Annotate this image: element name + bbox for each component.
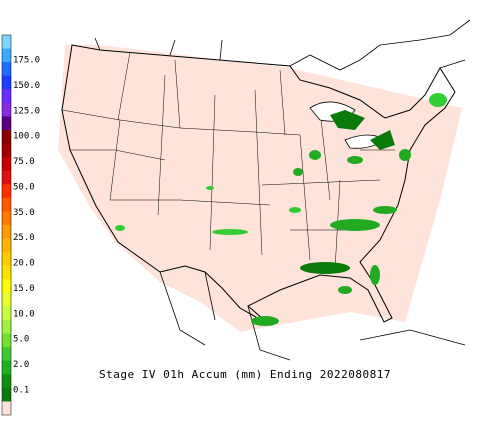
colorbar-swatch bbox=[2, 62, 11, 77]
colorbar-swatch bbox=[2, 387, 11, 402]
colorbar-label: 100.0 bbox=[13, 132, 40, 142]
colorbar-swatch bbox=[2, 157, 11, 172]
precip-area bbox=[338, 286, 352, 294]
colorbar-swatch bbox=[2, 252, 11, 267]
colorbar-label: 75.0 bbox=[13, 157, 35, 167]
colorbar-label: 125.0 bbox=[13, 106, 40, 116]
colorbar-swatch bbox=[2, 35, 11, 50]
colorbar-swatch bbox=[2, 320, 11, 335]
precip-area bbox=[293, 168, 303, 176]
colorbar-swatch bbox=[2, 279, 11, 294]
colorbar-swatch bbox=[2, 143, 11, 158]
precip-area bbox=[251, 316, 279, 326]
colorbar-swatch bbox=[2, 211, 11, 226]
colorbar-swatch bbox=[2, 184, 11, 199]
colorbar-swatch bbox=[2, 75, 11, 90]
border-lines bbox=[94, 19, 471, 361]
precip-area bbox=[429, 93, 447, 107]
precip-area bbox=[309, 150, 321, 160]
colorbar-swatch bbox=[2, 48, 11, 63]
colorbar bbox=[1, 34, 12, 416]
colorbar-frame bbox=[1, 34, 12, 416]
precip-areas bbox=[115, 93, 447, 326]
precip-area bbox=[300, 262, 350, 274]
colorbar-label: 35.0 bbox=[13, 208, 35, 218]
colorbar-label: 175.0 bbox=[13, 56, 40, 66]
colorbar-label: 2.0 bbox=[13, 360, 29, 370]
colorbar-swatch bbox=[2, 102, 11, 117]
precip-area bbox=[330, 110, 395, 150]
colorbar-swatch bbox=[2, 374, 11, 389]
precip-area bbox=[206, 186, 214, 190]
colorbar-swatch bbox=[2, 170, 11, 185]
colorbar-label: 20.0 bbox=[13, 259, 35, 269]
colorbar-swatch bbox=[2, 265, 11, 280]
colorbar-label: 150.0 bbox=[13, 81, 40, 91]
precip-area bbox=[370, 265, 380, 285]
colorbar-label: 25.0 bbox=[13, 233, 35, 243]
colorbar-swatch bbox=[2, 401, 11, 416]
precip-area bbox=[115, 225, 125, 231]
colorbar-label: 5.0 bbox=[13, 335, 29, 345]
precip-area bbox=[330, 219, 380, 231]
map-title: Stage IV 01h Accum (mm) Ending 202208081… bbox=[99, 368, 391, 381]
precip-area bbox=[399, 149, 411, 161]
colorbar-swatch bbox=[2, 347, 11, 362]
colorbar-swatch bbox=[2, 197, 11, 212]
colorbar-label: 15.0 bbox=[13, 284, 35, 294]
colorbar-swatch bbox=[2, 360, 11, 375]
precip-area bbox=[373, 206, 397, 214]
colorbar-swatch bbox=[2, 116, 11, 131]
colorbar-swatch bbox=[2, 306, 11, 321]
colorbar-swatch bbox=[2, 130, 11, 145]
colorbar-label: 50.0 bbox=[13, 182, 35, 192]
colorbar-swatch bbox=[2, 238, 11, 253]
colorbar-swatch bbox=[2, 89, 11, 104]
precip-area bbox=[289, 207, 301, 213]
colorbar-label: 0.1 bbox=[13, 386, 29, 396]
colorbar-swatch bbox=[2, 225, 11, 240]
colorbar-labels: 175.0 150.0 125.0 100.0 75.0 50.0 35.0 25.0 20.0… bbox=[13, 56, 40, 396]
precip-area bbox=[212, 229, 248, 235]
colorbar-swatch bbox=[2, 292, 11, 307]
colorbar-label: 10.0 bbox=[13, 309, 35, 319]
precip-area bbox=[347, 156, 363, 164]
colorbar-swatch bbox=[2, 333, 11, 348]
